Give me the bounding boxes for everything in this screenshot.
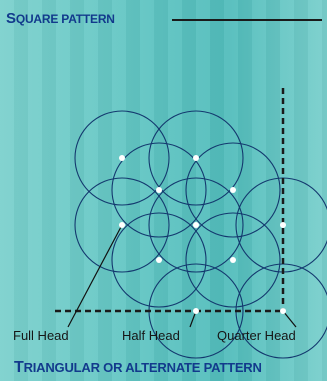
coverage-circle	[185, 142, 281, 238]
quarter-head-marker	[280, 308, 286, 314]
full-head-marker	[193, 155, 199, 161]
full-head-marker	[156, 257, 162, 263]
coverage-circle	[74, 177, 170, 273]
full-head-label: Full Head	[13, 328, 69, 343]
full-head-marker	[119, 222, 125, 228]
coverage-circle	[148, 110, 244, 206]
full-head-marker	[193, 222, 199, 228]
square-pattern-title: Square Pattern	[6, 10, 115, 27]
half-head-marker	[193, 308, 199, 314]
full-head-marker	[230, 257, 236, 263]
sprinkler-heads	[119, 155, 286, 314]
half-head-marker	[280, 222, 286, 228]
full-head-marker	[119, 155, 125, 161]
coverage-circle	[185, 212, 281, 308]
title-rule	[172, 19, 322, 21]
quarter-head-label: Quarter Head	[217, 328, 296, 343]
coverage-circle	[111, 212, 207, 308]
coverage-circles	[74, 110, 327, 359]
triangular-pattern-title: Triangular or Alternate Pattern	[14, 359, 262, 376]
coverage-circle	[148, 177, 244, 273]
full-head-marker	[230, 187, 236, 193]
full-head-marker	[156, 187, 162, 193]
full-head-callout-line	[67, 224, 123, 328]
half-head-label: Half Head	[122, 328, 180, 343]
coverage-circle	[74, 110, 170, 206]
coverage-circle	[111, 142, 207, 238]
callout-lines	[67, 224, 297, 328]
quarter-head-callout-line	[282, 310, 297, 328]
